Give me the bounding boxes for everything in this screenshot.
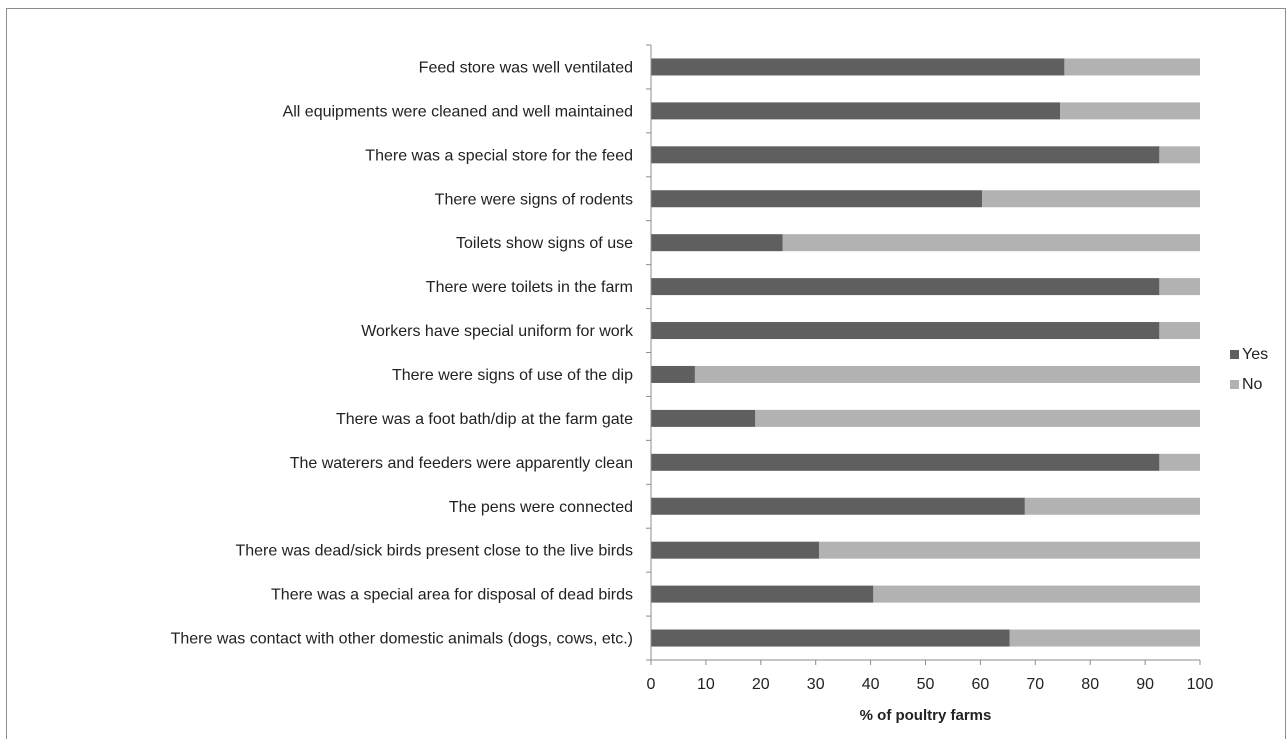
bar-yes-10 (651, 190, 983, 208)
category-label: There was contact with other domestic an… (171, 631, 633, 648)
bar-yes-12 (651, 102, 1061, 120)
bar-no-8 (1159, 278, 1200, 296)
bar-no-6 (694, 365, 1200, 383)
bar-no-9 (782, 234, 1200, 252)
category-label: Feed store was well ventilated (419, 59, 633, 76)
bar-no-13 (1064, 58, 1200, 76)
category-label: There was a special store for the feed (365, 147, 633, 164)
bar-no-11 (1159, 146, 1200, 164)
x-tick-label: 50 (917, 676, 935, 693)
x-tick-label: 100 (1187, 676, 1214, 693)
bar-no-10 (982, 190, 1200, 208)
bar-yes-11 (651, 146, 1160, 164)
bar-yes-0 (651, 629, 1010, 647)
bar-no-1 (873, 585, 1200, 603)
legend-label-no: No (1242, 376, 1263, 393)
bar-yes-6 (651, 365, 695, 383)
bar-yes-13 (651, 58, 1065, 76)
stacked-bar-chart: There was contact with other domestic an… (171, 44, 1268, 724)
bar-yes-1 (651, 585, 874, 603)
category-label: There was dead/sick birds present close … (235, 543, 633, 560)
bar-no-12 (1060, 102, 1200, 120)
x-tick-label: 90 (1136, 676, 1154, 693)
bar-yes-2 (651, 541, 819, 559)
bar-no-5 (755, 409, 1200, 427)
category-label: Toilets show signs of use (456, 235, 633, 252)
bar-no-3 (1024, 497, 1200, 515)
bar-yes-7 (651, 322, 1160, 340)
bar-yes-9 (651, 234, 783, 252)
x-tick-label: 60 (972, 676, 990, 693)
category-label: There were toilets in the farm (426, 279, 633, 296)
bar-yes-5 (651, 409, 756, 427)
x-tick-label: 0 (647, 676, 656, 693)
category-label: There was a foot bath/dip at the farm ga… (336, 411, 633, 428)
chart-frame: There was contact with other domestic an… (6, 8, 1286, 739)
legend-label-yes: Yes (1242, 346, 1268, 363)
bar-no-0 (1009, 629, 1200, 647)
bar-yes-4 (651, 453, 1160, 471)
category-label: Workers have special uniform for work (361, 323, 634, 340)
category-label: All equipments were cleaned and well mai… (283, 103, 633, 120)
legend-swatch-no (1230, 380, 1239, 389)
category-label: There were signs of use of the dip (392, 367, 633, 384)
bar-no-4 (1159, 453, 1200, 471)
category-label: There were signs of rodents (435, 191, 633, 208)
bar-yes-3 (651, 497, 1025, 515)
x-tick-label: 70 (1026, 676, 1044, 693)
x-tick-label: 80 (1081, 676, 1099, 693)
x-tick-label: 40 (862, 676, 880, 693)
x-tick-label: 10 (697, 676, 715, 693)
category-label: There was a special area for disposal of… (271, 587, 633, 604)
category-label: The pens were connected (449, 499, 633, 516)
bar-no-2 (818, 541, 1200, 559)
x-tick-label: 30 (807, 676, 825, 693)
bar-no-7 (1159, 322, 1200, 340)
bar-yes-8 (651, 278, 1160, 296)
x-tick-label: 20 (752, 676, 770, 693)
legend-swatch-yes (1230, 350, 1239, 359)
x-axis-title: % of poultry farms (860, 707, 992, 724)
category-label: The waterers and feeders were apparently… (290, 455, 633, 472)
